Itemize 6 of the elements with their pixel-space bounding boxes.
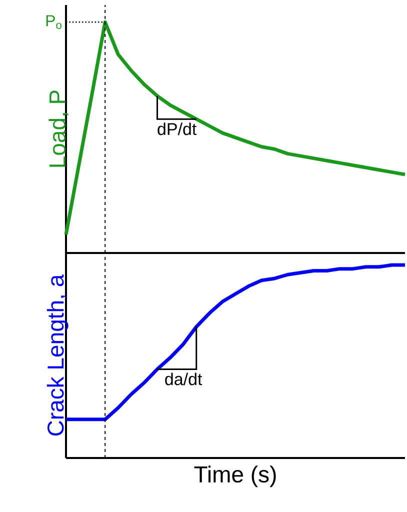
annotation: dP/dt xyxy=(158,122,197,136)
y-axis-title: Load, P xyxy=(48,90,68,167)
ref-line-label: P$_{o}$ xyxy=(46,15,62,29)
annotation: da/dt xyxy=(165,372,202,386)
x-axis-title: Time (s) xyxy=(194,466,276,488)
y-axis-title: Crack Length, a xyxy=(46,274,68,436)
